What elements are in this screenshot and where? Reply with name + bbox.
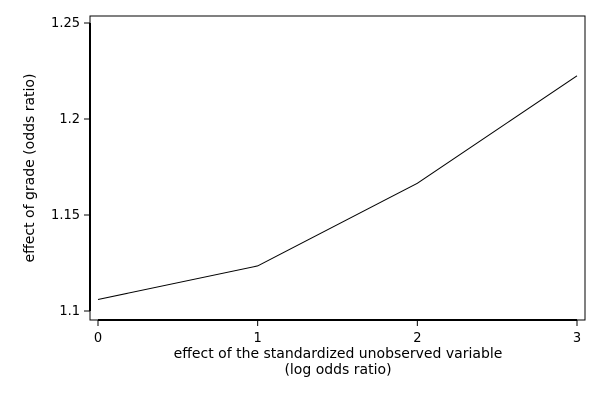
x-tick-label: 0 (94, 331, 102, 346)
plot-frame (89, 15, 586, 321)
y-axis-label: effect of grade (odds ratio) (22, 74, 38, 263)
x-axis-label-line2: (log odds ratio) (284, 362, 391, 378)
series-line (97, 75, 578, 300)
x-axis-label-line1: effect of the standardized unobserved va… (174, 346, 503, 362)
y-tick-label: 1.1 (59, 304, 80, 319)
y-tick-label: 1.2 (59, 112, 80, 127)
y-tick-label: 1.25 (51, 16, 80, 31)
x-tick-label: 3 (573, 331, 581, 346)
y-axis: 1.1 1.15 1.2 1.25 (51, 16, 91, 319)
x-tick-label: 2 (413, 331, 421, 346)
y-tick-label: 1.15 (51, 208, 80, 223)
x-axis: 0 1 2 3 (94, 319, 581, 346)
x-tick-label: 1 (254, 331, 262, 346)
